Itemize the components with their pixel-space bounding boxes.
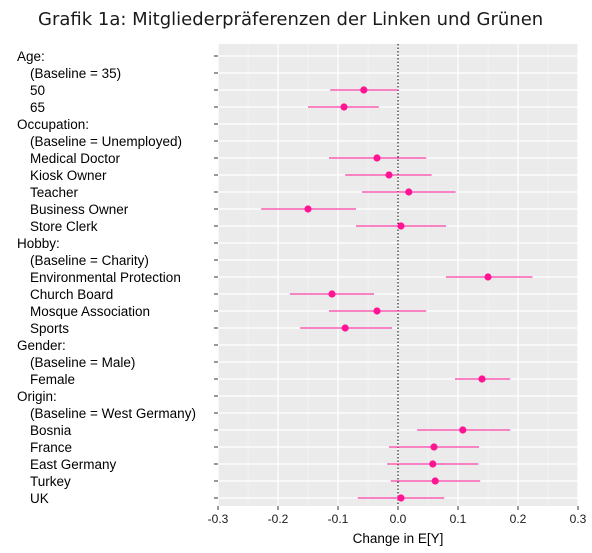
x-tick-label: 0.2: [510, 512, 527, 526]
x-tick-label: 0.0: [390, 512, 407, 526]
point-estimate: [429, 460, 437, 468]
point-estimate: [385, 171, 393, 179]
row-label: Business Owner: [30, 202, 129, 217]
row-label: Turkey: [30, 474, 71, 489]
row-label: (Baseline = 35): [30, 66, 121, 81]
point-estimate: [373, 154, 381, 162]
row-label: Mosque Association: [30, 304, 150, 319]
point-estimate: [430, 443, 438, 451]
x-tick-label: 0.1: [450, 512, 467, 526]
x-tick-label: 0.3: [570, 512, 587, 526]
row-label: East Germany: [30, 457, 117, 472]
point-estimate: [328, 290, 336, 298]
point-estimate: [341, 324, 349, 332]
group-header-label: Origin:: [17, 389, 57, 404]
point-estimate: [459, 426, 467, 434]
x-tick-label: -0.1: [328, 512, 349, 526]
row-label: 65: [30, 100, 45, 115]
chart-title: Grafik 1a: Mitgliederpräferenzen der Lin…: [38, 9, 543, 30]
point-estimate: [405, 188, 413, 196]
point-estimate: [478, 375, 486, 383]
row-label: (Baseline = Male): [30, 355, 135, 370]
y-ticks: [214, 55, 218, 499]
row-label: Environmental Protection: [30, 270, 181, 285]
row-label: (Baseline = West Germany): [30, 406, 196, 421]
row-label: UK: [30, 491, 49, 506]
row-label: Bosnia: [30, 423, 72, 438]
group-header-label: Hobby:: [17, 236, 60, 251]
x-axis-label: Change in E[Y]: [353, 531, 444, 546]
point-estimate: [373, 307, 381, 315]
group-header-label: Age:: [17, 49, 45, 64]
row-label: Store Clerk: [30, 219, 98, 234]
point-estimate: [340, 103, 348, 111]
x-axis: -0.3 -0.2 -0.1 0.0 0.1 0.2 0.3: [208, 506, 587, 526]
row-label: Teacher: [30, 185, 79, 200]
point-estimate: [304, 205, 312, 213]
row-label: Church Board: [30, 287, 113, 302]
x-tick-label: -0.3: [208, 512, 229, 526]
row-label: Medical Doctor: [30, 151, 121, 166]
group-header-label: Occupation:: [17, 117, 89, 132]
row-labels: Age: (Baseline = 35) 50 65 Occupation: (Basel…: [17, 49, 196, 506]
point-estimate: [431, 477, 439, 485]
row-label: (Baseline = Unemployed): [30, 134, 182, 149]
row-label: Sports: [30, 321, 69, 336]
group-header-label: Gender:: [17, 338, 66, 353]
row-label: 50: [30, 83, 45, 98]
point-estimate: [397, 494, 405, 502]
row-label: (Baseline = Charity): [30, 253, 149, 268]
point-estimate: [484, 273, 492, 281]
row-label: Kiosk Owner: [30, 168, 107, 183]
point-estimate: [360, 86, 368, 94]
estimates: [261, 86, 533, 502]
point-estimate: [397, 222, 405, 230]
x-tick-label: -0.2: [268, 512, 289, 526]
row-label: France: [30, 440, 72, 455]
row-label: Female: [30, 372, 75, 387]
